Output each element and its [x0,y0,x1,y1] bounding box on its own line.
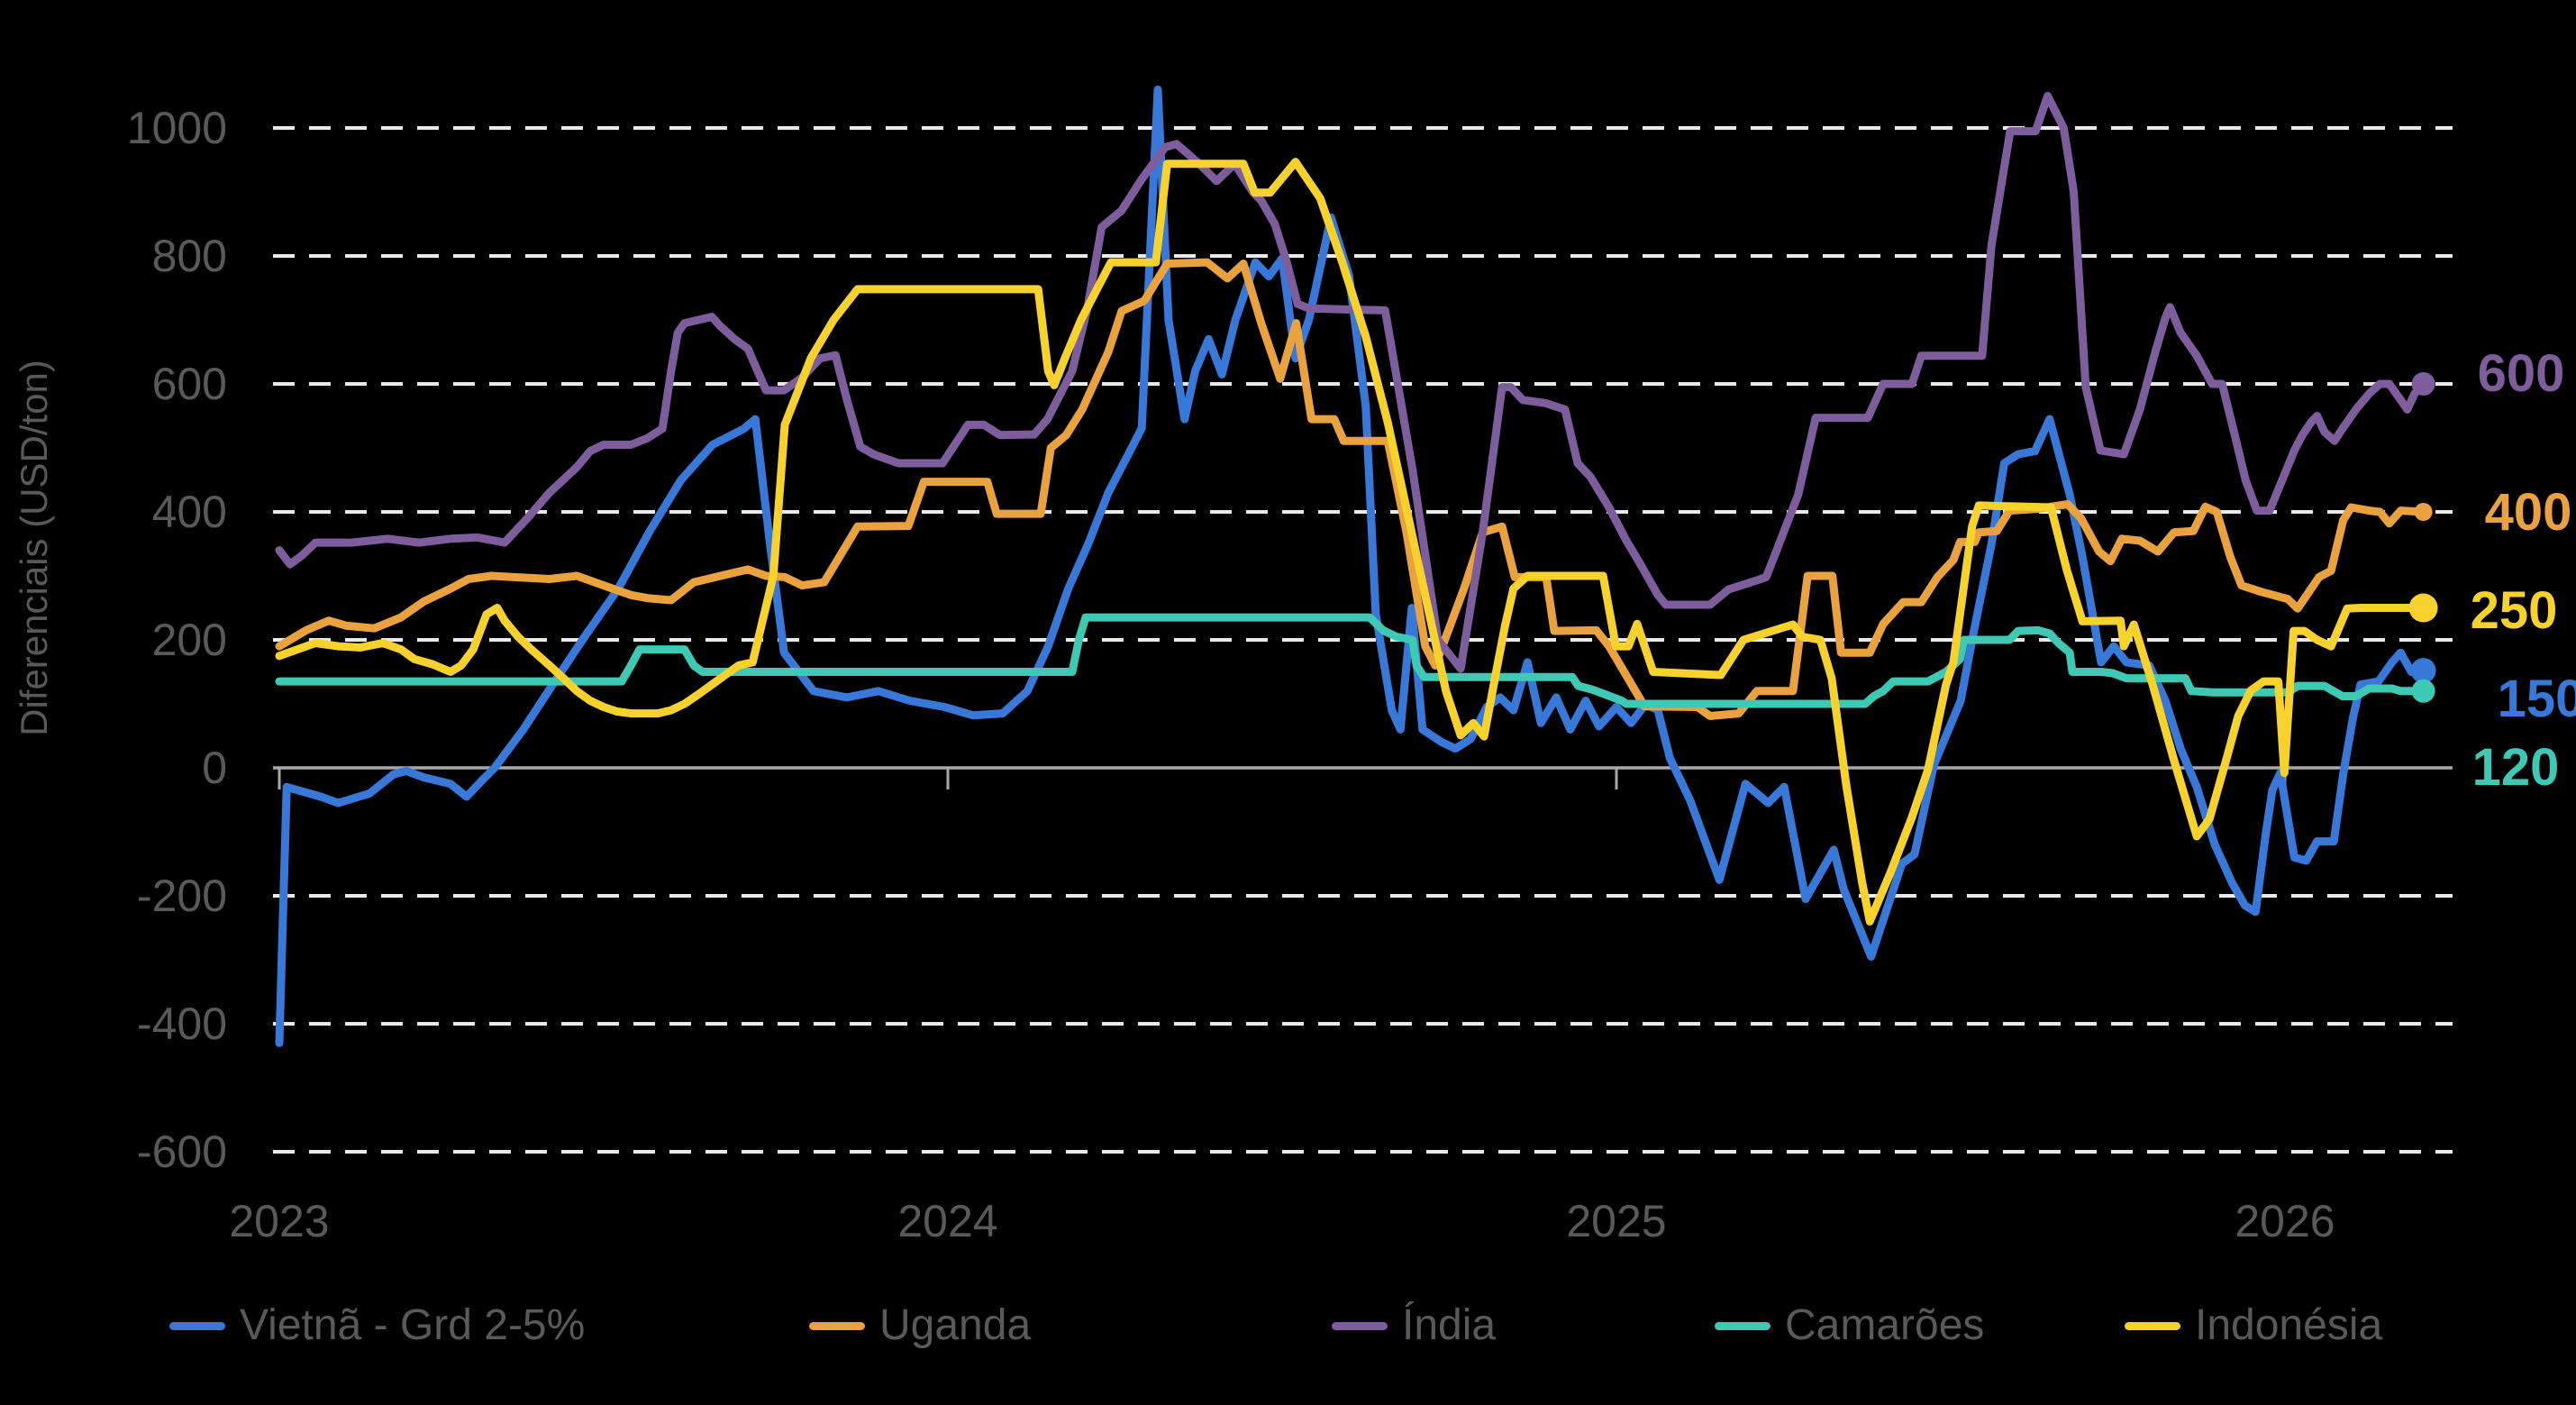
end-value-label-india: 600 [2478,344,2565,403]
end-value-label-vietna-grd-2-5: 150 [2498,670,2576,728]
legend-item-uganda: Uganda [809,1299,1031,1353]
y-tick-label--600: -600 [137,1127,227,1177]
legend-label-india: Índia [1402,1301,1497,1349]
x-tick-label-2026: 2026 [2235,1196,2335,1246]
y-tick-label-600: 600 [152,359,227,409]
y-tick-label--400: -400 [137,999,227,1049]
legend-label-vietna-grd-2-5: Vietnã - Grd 2-5% [240,1301,586,1349]
y-tick-label-200: 200 [152,615,227,665]
y-tick-label-400: 400 [152,487,227,537]
series-line-vietna-grd-2-5 [275,85,2428,1047]
legend-label-camaroes: Camarões [1785,1301,1985,1349]
legend-label-indonesia: Indonésia [2195,1301,2383,1349]
x-tick-label-2023: 2023 [229,1196,329,1246]
legend-swatch-indonesia [2125,1321,2180,1330]
legend-item-camaroes: Camarões [1715,1299,1984,1353]
legend: Vietnã - Grd 2-5% Uganda Índia Camarões … [0,1299,2576,1353]
end-dot-camaroes [2411,679,2435,703]
y-tick-label-0: 0 [202,743,227,793]
series-line-uganda [275,258,2428,720]
y-tick-label-800: 800 [152,231,227,281]
y-tick-label-1000: 1000 [127,103,227,153]
end-value-label-indonesia: 250 [2471,581,2558,640]
series-line-camaroes [275,613,2428,708]
end-dot-indonesia [2408,593,2438,623]
x-tick-label-2025: 2025 [1566,1196,1666,1246]
legend-swatch-uganda [809,1321,865,1330]
legend-label-uganda: Uganda [879,1301,1032,1349]
legend-item-indonesia: Indonésia [2125,1299,2382,1353]
legend-swatch-vietna-grd-2-5 [169,1321,225,1330]
end-dot-vietna-grd-2-5 [2410,658,2436,684]
end-value-label-uganda: 400 [2485,483,2572,542]
legend-item-india: Índia [1332,1299,1496,1353]
y-tick-label--200: -200 [137,871,227,921]
legend-item-vietna-grd-2-5: Vietnã - Grd 2-5% [169,1299,585,1353]
x-tick-label-2024: 2024 [897,1196,997,1246]
legend-swatch-camaroes [1715,1321,1770,1330]
end-dot-uganda [2414,503,2433,521]
series-line-indonesia [275,158,2428,926]
end-value-label-camaroes: 120 [2472,738,2560,797]
y-axis-title: Diferenciais (USD/ton) [13,360,55,736]
legend-swatch-india [1332,1321,1388,1330]
end-dot-india [2411,372,2435,396]
series-line-india [275,92,2428,673]
